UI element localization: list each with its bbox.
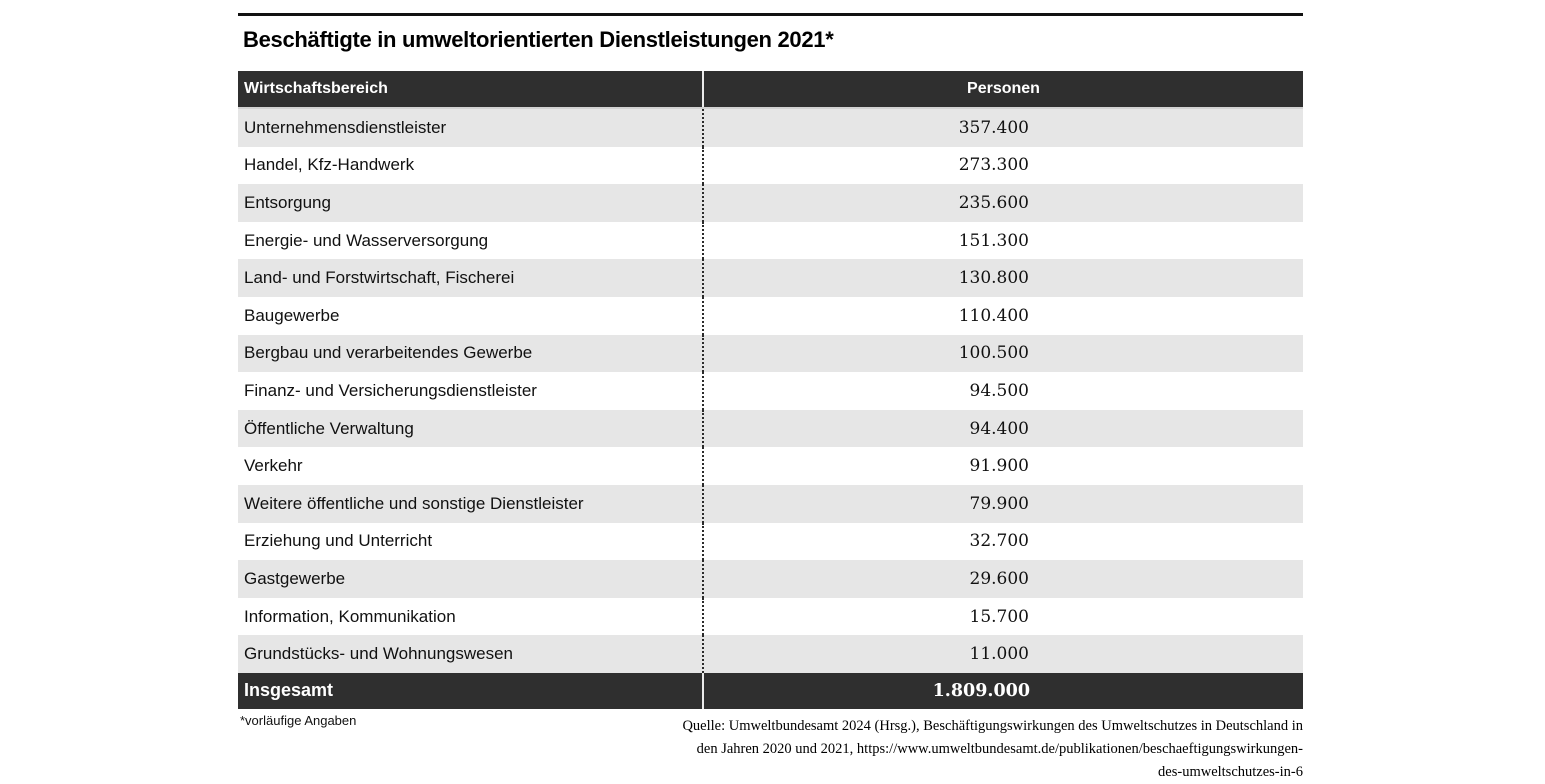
sector-cell: Erziehung und Unterricht: [244, 531, 433, 551]
table-header-row: Wirtschaftsbereich Personen: [238, 71, 1303, 109]
value-cell: 94.400: [702, 409, 1303, 448]
sector-cell: Öffentliche Verwaltung: [244, 418, 414, 438]
table-row: Bergbau und verarbeitendes Gewerbe 100.5…: [238, 334, 1303, 373]
total-label: Insgesamt: [244, 680, 334, 701]
table-row: Information, Kommunikation 15.700: [238, 597, 1303, 636]
source-citation: Quelle: Umweltbundesamt 2024 (Hrsg.), Be…: [682, 715, 1303, 784]
table-row: Verkehr 91.900: [238, 447, 1303, 485]
table-row: Öffentliche Verwaltung 94.400: [238, 409, 1303, 448]
value-cell: 32.700: [702, 522, 1303, 561]
table-row: Energie- und Wasserversorgung 151.300: [238, 221, 1303, 260]
table-body: Unternehmensdienstleister 357.400 Handel…: [238, 109, 1303, 673]
total-value: 1.809.000: [702, 672, 1303, 709]
value-cell: 29.600: [702, 560, 1303, 598]
table-row: Entsorgung 235.600: [238, 184, 1303, 222]
sector-cell: Energie- und Wasserversorgung: [244, 230, 489, 250]
value-cell: 91.900: [702, 447, 1303, 485]
chart-title: Beschäftigte in umweltorientierten Diens…: [243, 27, 834, 52]
value-cell: 11.000: [702, 635, 1303, 673]
table-row: Baugewerbe 110.400: [238, 296, 1303, 335]
value-cell: 100.500: [702, 334, 1303, 373]
source-line: Quelle: Umweltbundesamt 2024 (Hrsg.), Be…: [682, 717, 1303, 734]
infographic: Beschäftigte in umweltorientierten Diens…: [238, 13, 1303, 784]
value-cell: 273.300: [702, 146, 1303, 185]
sector-cell: Information, Kommunikation: [244, 606, 456, 626]
source-line: den Jahren 2020 und 2021, https://www.um…: [696, 740, 1303, 757]
top-rule: [238, 13, 1303, 16]
sector-cell: Handel, Kfz-Handwerk: [244, 155, 415, 175]
sector-cell: Gastgewerbe: [244, 568, 346, 588]
table-row: Finanz- und Versicherungsdienstleister 9…: [238, 372, 1303, 410]
footnote: *vorläufige Angaben: [240, 712, 357, 728]
sector-cell: Verkehr: [244, 456, 303, 476]
table-row: Land- und Forstwirtschaft, Fischerei 130…: [238, 259, 1303, 297]
value-cell: 130.800: [702, 259, 1303, 297]
table-row: Erziehung und Unterricht 32.700: [238, 522, 1303, 561]
column-header-sector: Wirtschaftsbereich: [244, 80, 388, 97]
table-row: Handel, Kfz-Handwerk 273.300: [238, 146, 1303, 185]
sector-cell: Entsorgung: [244, 192, 331, 212]
value-cell: 15.700: [702, 597, 1303, 636]
value-cell: 357.400: [702, 109, 1303, 147]
sector-cell: Weitere öffentliche und sonstige Dienstl…: [244, 493, 584, 513]
sector-cell: Land- und Forstwirtschaft, Fischerei: [244, 268, 515, 288]
value-cell: 151.300: [702, 221, 1303, 260]
table-row: Grundstücks- und Wohnungswesen 11.000: [238, 635, 1303, 673]
sector-cell: Baugewerbe: [244, 305, 340, 325]
sector-cell: Unternehmensdienstleister: [244, 117, 447, 137]
value-cell: 94.500: [702, 372, 1303, 410]
table-total-row: Insgesamt 1.809.000: [238, 672, 1303, 709]
table-row: Weitere öffentliche und sonstige Dienstl…: [238, 484, 1303, 523]
footer: *vorläufige Angaben Quelle: Umweltbundes…: [238, 713, 1303, 784]
sector-cell: Bergbau und verarbeitendes Gewerbe: [244, 343, 533, 363]
value-cell: 235.600: [702, 184, 1303, 222]
column-header-persons: Personen: [702, 71, 1303, 107]
value-cell: 110.400: [702, 296, 1303, 335]
sector-cell: Finanz- und Versicherungsdienstleister: [244, 380, 537, 400]
table-row: Unternehmensdienstleister 357.400: [238, 109, 1303, 147]
value-cell: 79.900: [702, 484, 1303, 523]
data-table: Wirtschaftsbereich Personen Unternehmens…: [238, 71, 1303, 709]
sector-cell: Grundstücks- und Wohnungswesen: [244, 644, 514, 664]
table-row: Gastgewerbe 29.600: [238, 560, 1303, 598]
source-line: des-umweltschutzes-in-6: [1158, 763, 1303, 780]
